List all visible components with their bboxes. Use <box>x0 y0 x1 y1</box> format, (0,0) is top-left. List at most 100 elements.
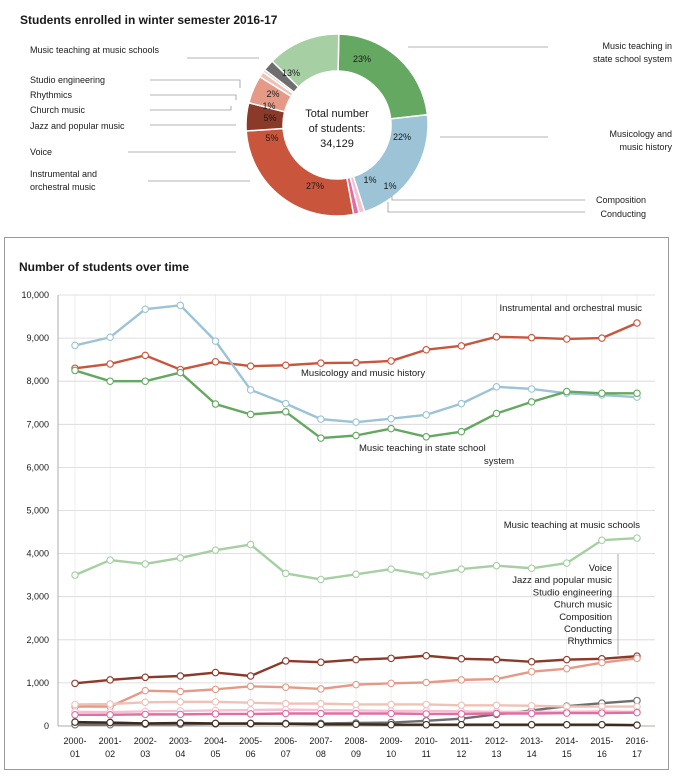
data-point-church-music <box>527 701 536 710</box>
data-point-music-teaching-in-state-school-system <box>211 400 220 408</box>
data-point-rhythmics <box>527 720 536 729</box>
data-point-musicology-and-music-history <box>387 414 395 423</box>
x-tick-label: 2003- <box>169 736 192 746</box>
series-label-conducting: Conducting <box>564 624 612 635</box>
data-point-instrumental-and-orchestral-music <box>246 362 255 370</box>
data-point-jazz-and-popular-music <box>457 676 466 684</box>
x-tick-label: 13 <box>491 749 501 759</box>
donut-label-composition: Composition <box>596 195 646 205</box>
x-tick-label: 05 <box>210 749 220 759</box>
data-point-jazz-and-popular-music <box>281 683 290 691</box>
y-tick-label: 1,000 <box>26 678 49 688</box>
data-point-jazz-and-popular-music <box>492 675 501 683</box>
donut-pct-jazz-and-popular-music: 5% <box>263 113 276 123</box>
data-point-voice <box>71 679 79 688</box>
data-point-music-teaching-in-state-school-system <box>457 427 466 436</box>
data-point-rhythmics <box>71 718 79 726</box>
donut-label-musicology-and-music-history: music history <box>619 142 672 152</box>
data-point-voice <box>317 658 325 666</box>
data-point-musicology-and-music-history <box>281 399 290 408</box>
data-point-jazz-and-popular-music <box>387 679 395 688</box>
data-point-instrumental-and-orchestral-music <box>422 345 430 354</box>
x-tick-label: 14 <box>527 749 537 759</box>
donut-slice-music-teaching-at-music-schools <box>271 33 340 89</box>
data-point-music-teaching-at-music-schools <box>457 565 466 573</box>
x-tick-label: 2005- <box>239 736 262 746</box>
data-point-conducting <box>387 709 395 718</box>
data-point-rhythmics <box>211 719 220 728</box>
x-tick-label: 2004- <box>204 736 227 746</box>
data-point-musicology-and-music-history <box>317 415 325 423</box>
data-point-conducting <box>422 710 430 718</box>
data-point-music-teaching-in-state-school-system <box>352 431 360 440</box>
y-tick-label: 6,000 <box>26 462 49 472</box>
data-point-conducting <box>211 710 220 718</box>
data-point-instrumental-and-orchestral-music <box>141 351 150 360</box>
donut-center-value: 34,129 <box>320 138 354 150</box>
donut-label-music-teaching-in-state-school-system: state school system <box>593 54 672 64</box>
data-point-jazz-and-popular-music <box>422 678 430 687</box>
donut-pct-church-music: 1% <box>262 101 275 111</box>
donut-center-label-line: of students: <box>309 123 366 135</box>
data-point-jazz-and-popular-music <box>633 654 641 663</box>
series-label-music-teaching-at-music-schools: Music teaching at music schools <box>504 520 640 531</box>
donut-chart-title: Students enrolled in winter semester 201… <box>20 13 278 27</box>
x-tick-label: 2013- <box>520 736 543 746</box>
data-point-studio-engineering <box>633 696 641 705</box>
data-point-music-teaching-in-state-school-system <box>492 409 501 418</box>
x-tick-label: 2001- <box>99 736 122 746</box>
data-point-conducting <box>106 711 114 719</box>
data-point-church-music <box>352 700 360 709</box>
data-point-music-teaching-at-music-schools <box>211 546 220 554</box>
x-tick-label: 2007- <box>309 736 332 746</box>
x-tick-label: 06 <box>246 749 256 759</box>
data-point-rhythmics <box>633 721 641 729</box>
series-label-church-music: Church music <box>554 600 612 611</box>
data-point-church-music <box>106 700 114 708</box>
data-point-music-teaching-in-state-school-system <box>106 377 114 385</box>
data-point-musicology-and-music-history <box>352 418 360 426</box>
data-point-conducting <box>492 709 501 718</box>
data-point-jazz-and-popular-music <box>562 664 571 673</box>
series-label-studio-engineering: Studio engineering <box>533 587 612 598</box>
data-point-instrumental-and-orchestral-music <box>352 358 360 367</box>
donut-leader-rhythmics <box>150 94 237 100</box>
x-tick-label: 11 <box>422 749 431 759</box>
donut-leader-studio-engineering <box>150 79 241 88</box>
data-point-musicology-and-music-history <box>527 385 536 393</box>
y-tick-label: 5,000 <box>26 506 49 516</box>
data-point-conducting <box>71 711 79 719</box>
x-tick-label: 2002- <box>134 736 157 746</box>
y-tick-label: 10,000 <box>21 290 49 300</box>
series-label-voice: Voice <box>589 563 612 574</box>
x-tick-label: 10 <box>386 749 396 759</box>
data-point-instrumental-and-orchestral-music <box>562 335 571 343</box>
data-point-rhythmics <box>387 720 395 729</box>
data-point-voice <box>211 668 220 677</box>
data-point-church-music <box>422 700 430 709</box>
data-point-conducting <box>352 709 360 718</box>
donut-pct-instrumental-and-orchestral-music: 27% <box>306 181 324 191</box>
data-point-instrumental-and-orchestral-music <box>492 333 501 341</box>
series-label-rhythmics: Rhythmics <box>568 636 613 647</box>
donut-label-instrumental-and-orchestral-music: orchestral music <box>30 182 96 192</box>
data-point-music-teaching-at-music-schools <box>422 571 430 579</box>
line-chart-title: Number of students over time <box>19 260 190 274</box>
data-point-music-teaching-at-music-schools <box>141 560 150 568</box>
series-label-composition: Composition <box>559 612 612 623</box>
x-tick-label: 2006- <box>274 736 297 746</box>
x-tick-label: 2016- <box>625 736 648 746</box>
data-point-instrumental-and-orchestral-music <box>387 357 395 365</box>
donut-pct-musicology-and-music-history: 22% <box>393 132 411 142</box>
data-point-instrumental-and-orchestral-music <box>211 358 220 366</box>
x-tick-label: 17 <box>632 749 642 759</box>
data-point-instrumental-and-orchestral-music <box>281 361 290 370</box>
data-point-musicology-and-music-history <box>492 383 501 391</box>
data-point-music-teaching-in-state-school-system <box>527 398 536 406</box>
data-point-music-teaching-in-state-school-system <box>562 387 571 396</box>
data-point-rhythmics <box>176 719 185 727</box>
donut-label-music-teaching-at-music-schools: Music teaching at music schools <box>30 45 160 55</box>
series-label-instrumental-and-orchestral-music: Instrumental and orchestral music <box>499 303 642 314</box>
data-point-church-music <box>71 700 79 709</box>
donut-pct-voice: 5% <box>265 133 278 143</box>
